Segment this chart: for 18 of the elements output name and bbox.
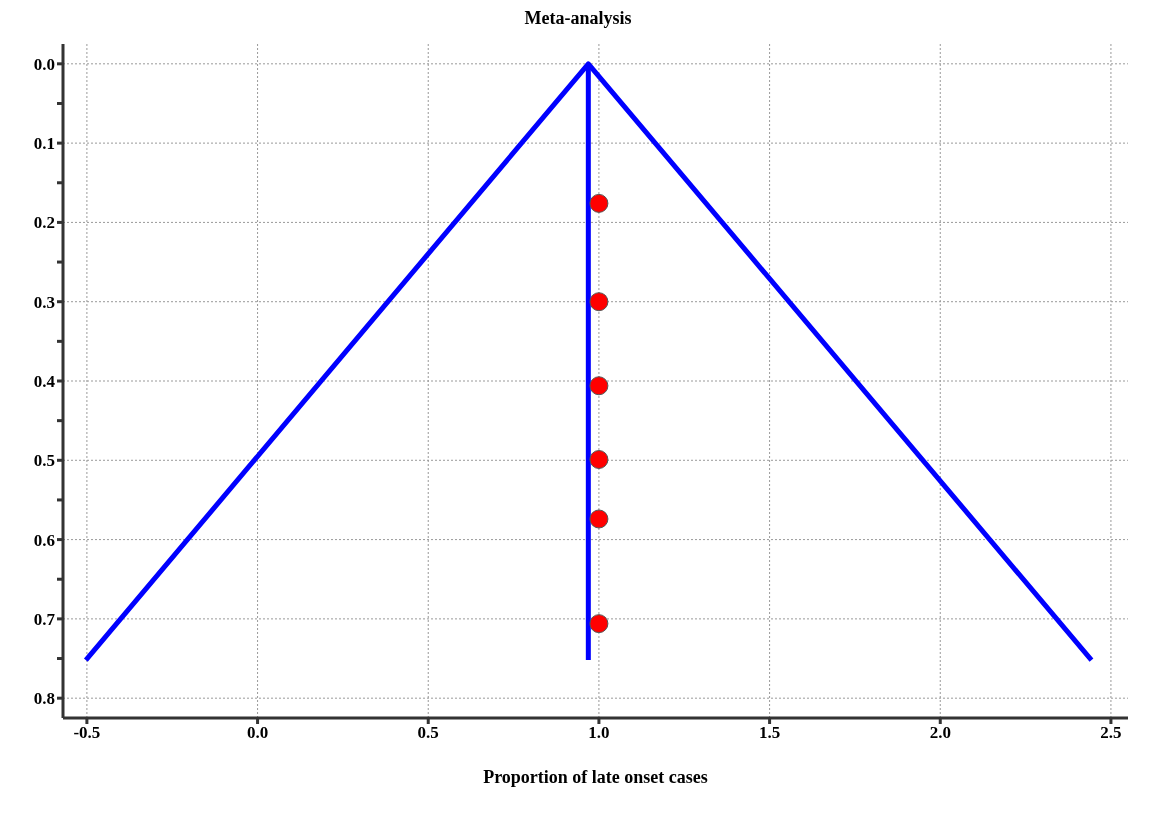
y-tick-label: 0.3 [33, 292, 55, 312]
y-tick-label: 0.4 [33, 372, 56, 392]
x-tick-label: 1.0 [588, 723, 610, 743]
y-tick-label: 0.7 [33, 609, 56, 629]
x-tick-label: 0.5 [417, 723, 439, 743]
x-tick-label: 1.5 [758, 723, 781, 743]
x-tick-label: 2.0 [929, 723, 951, 743]
x-tick-label: -0.5 [73, 723, 101, 743]
x-tick-label: 2.5 [1100, 723, 1122, 743]
y-tick-label: 0.2 [33, 213, 55, 233]
y-tick-label: 0.1 [33, 134, 55, 154]
y-tick-label: 0.6 [33, 530, 55, 550]
y-tick-label: 0.0 [33, 54, 55, 74]
x-tick-label: 0.0 [246, 723, 269, 743]
y-tick-label: 0.5 [33, 451, 55, 471]
x-axis-title: Proportion of late onset cases [483, 767, 708, 787]
chart-title: Meta-analysis [523, 8, 633, 30]
y-tick-label: 0.8 [33, 689, 55, 709]
